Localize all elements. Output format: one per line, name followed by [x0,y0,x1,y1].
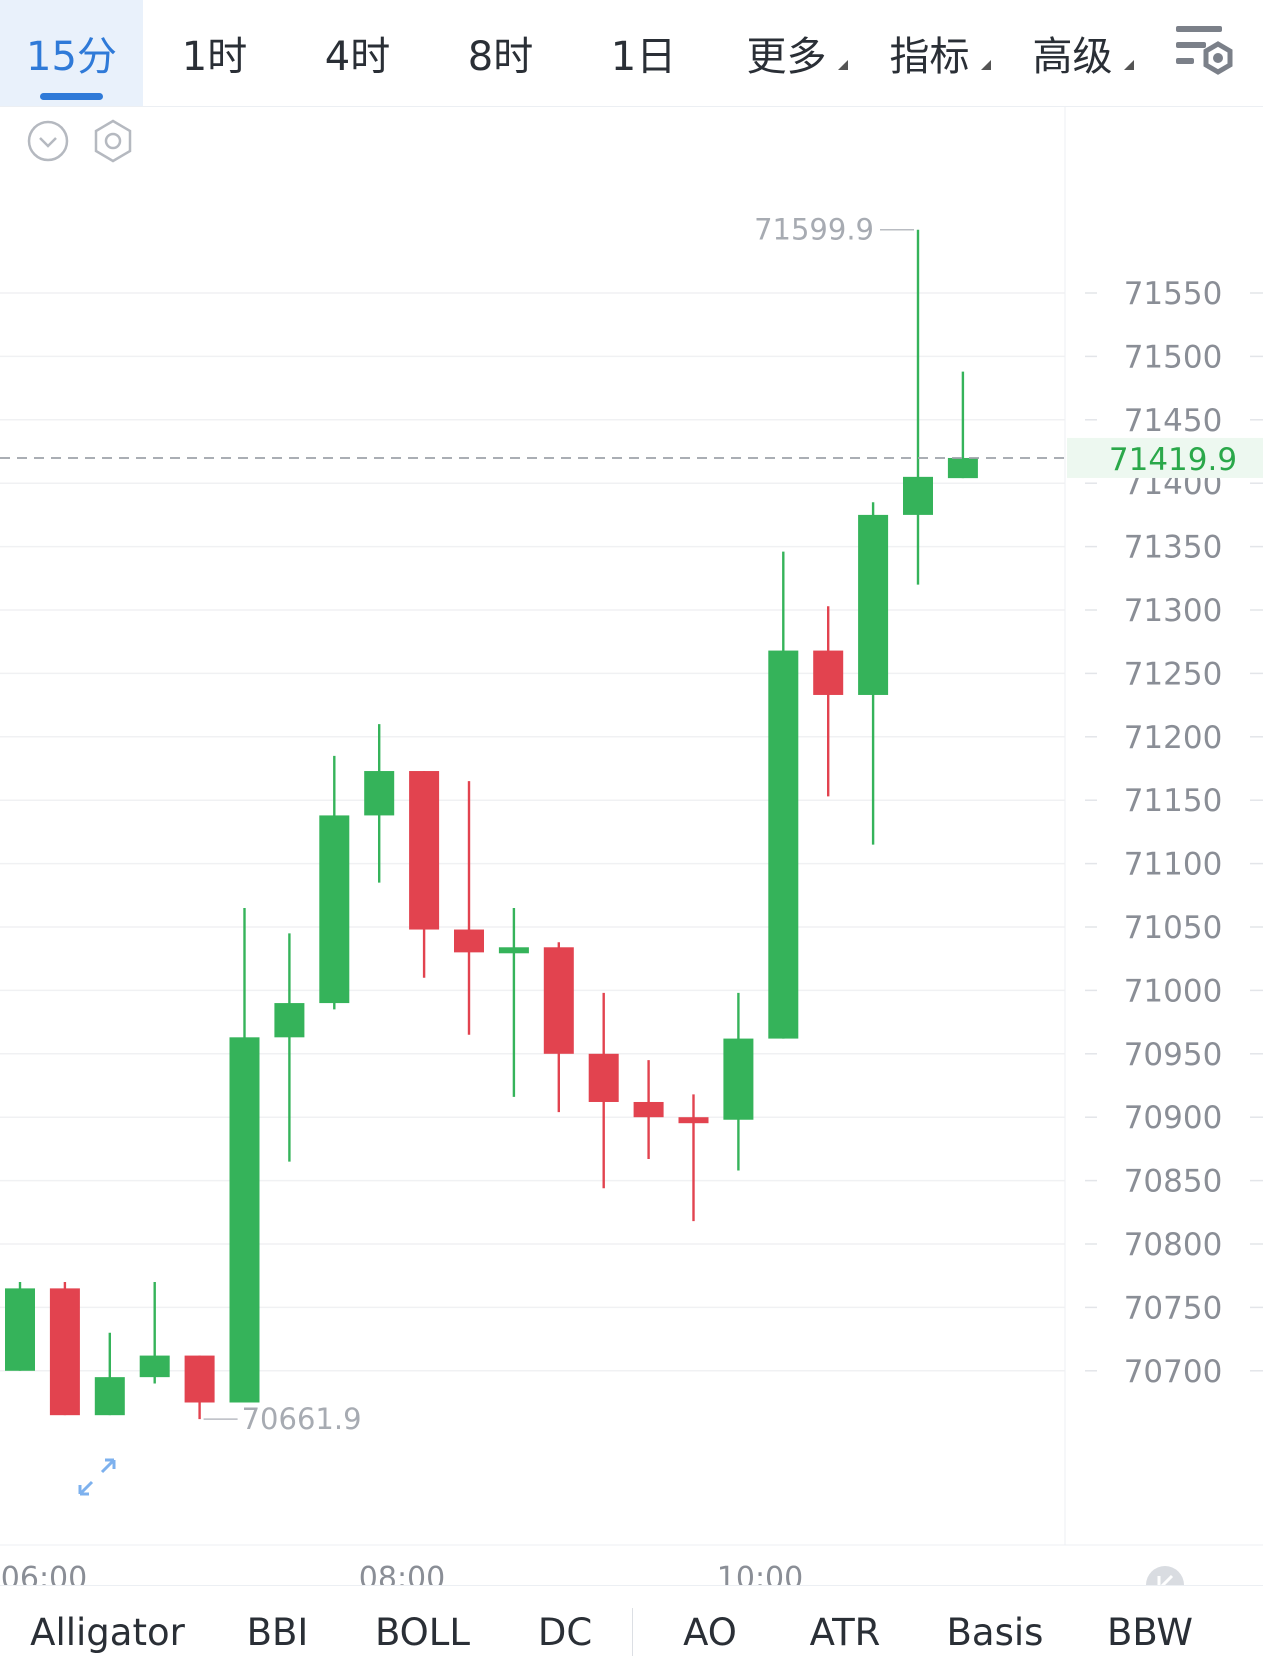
candlestick-chart[interactable]: 7155071500714507140071350713007125071200… [0,106,1263,1585]
y-tick-label: 71500 [1124,339,1223,375]
tab-15min[interactable]: 15分 [0,0,143,106]
y-tick-label: 70750 [1124,1290,1223,1326]
active-tab-indicator [40,93,103,100]
candle-body[interactable] [813,650,844,695]
indicator-basis[interactable]: Basis [925,1586,1065,1678]
tab-more[interactable]: 更多 [715,0,858,106]
candle-body[interactable] [768,650,799,1039]
indicator-label: Alligator [30,1610,185,1654]
candle-body[interactable] [5,1288,35,1371]
indicator-label: DC [537,1610,593,1654]
candle-body[interactable] [633,1101,664,1118]
indicator-bbi[interactable]: BBI [220,1586,335,1678]
candle-body[interactable] [49,1288,80,1416]
scroll-to-latest-icon [1157,1574,1174,1585]
y-tick-label: 71150 [1124,783,1223,819]
candle-body[interactable] [498,947,529,954]
scroll-to-latest-button[interactable] [1146,1566,1184,1585]
indicator-alligator[interactable]: Alligator [20,1586,195,1678]
candle-body[interactable] [678,1117,709,1124]
indicator-label: BOLL [374,1610,471,1654]
indicator-divider [632,1608,633,1656]
indicator-label: BBW [1106,1610,1194,1654]
y-tick-label: 71350 [1124,530,1223,566]
tab-advanced[interactable]: 高级 [1001,0,1144,106]
tab-label: 高级 [1032,34,1113,80]
y-tick-label: 71450 [1124,403,1223,439]
candle-body[interactable] [454,929,484,953]
x-tick-label: 10:00 [717,1561,803,1585]
tab-label: 4时 [324,34,391,80]
tab-label: 1时 [181,34,248,80]
candle-body[interactable] [858,514,889,695]
indicator-label: ATR [809,1610,881,1654]
low-price-label: 70661.9 [242,1402,362,1436]
candle-body[interactable] [364,771,395,816]
tab-label: 指标 [889,34,970,80]
last-price-label: 71419.9 [1109,442,1237,478]
x-tick-label: 08:00 [359,1561,445,1585]
y-tick-label: 71550 [1124,276,1223,312]
tab-1d[interactable]: 1日 [572,0,715,106]
y-tick-label: 71300 [1124,593,1223,629]
tab-label: 15分 [26,34,117,80]
x-tick-label: 06:00 [1,1561,87,1585]
candle-body[interactable] [139,1355,170,1378]
tab-1h[interactable]: 1时 [143,0,286,106]
indicator-ao[interactable]: AO [650,1586,770,1678]
timeframe-tab-bar: 15分 1时 4时 8时 1日 更多 指标 高级 [0,0,1263,107]
indicator-atr[interactable]: ATR [785,1586,905,1678]
candle-body[interactable] [588,1053,619,1102]
indicator-boll[interactable]: BOLL [360,1586,485,1678]
y-tick-label: 70850 [1124,1164,1223,1200]
indicator-label: AO [683,1610,737,1654]
indicator-label: Basis [946,1610,1044,1654]
tab-indicators[interactable]: 指标 [858,0,1001,106]
dropdown-triangle-icon [981,60,991,70]
y-tick-label: 70950 [1124,1037,1223,1073]
y-tick-label: 71250 [1124,656,1223,692]
y-tick-label: 71050 [1124,910,1223,946]
last-price-badge [1067,437,1263,478]
dropdown-triangle-icon [1124,60,1134,70]
candle-body[interactable] [94,1377,125,1416]
y-tick-label: 70700 [1124,1354,1223,1390]
indicator-label: BBI [246,1610,309,1654]
tab-4h[interactable]: 4时 [286,0,429,106]
high-price-label: 71599.9 [754,213,874,247]
y-tick-label: 71200 [1124,720,1223,756]
chevron-down-circle-icon[interactable] [25,118,71,164]
candle-body[interactable] [274,1003,305,1038]
candle-body[interactable] [229,1037,260,1403]
candle-body[interactable] [903,476,933,515]
indicator-tab-bar: Alligator BBI BOLL DC AO ATR Basis BBW [0,1585,1263,1678]
y-tick-label: 71100 [1124,847,1223,883]
tab-label: 更多 [746,34,827,80]
y-tick-label: 70800 [1124,1227,1223,1263]
tab-label: 1日 [610,34,677,80]
candle-body[interactable] [409,771,440,930]
indicator-dc[interactable]: DC [510,1586,620,1678]
candle-body[interactable] [947,457,978,479]
tab-8h[interactable]: 8时 [429,0,572,106]
candle-body[interactable] [184,1355,215,1403]
candle-body[interactable] [723,1038,754,1120]
candle-body[interactable] [543,947,574,1054]
dropdown-triangle-icon [838,60,848,70]
expand-chart-icon[interactable] [78,1458,116,1496]
indicator-bbw[interactable]: BBW [1085,1586,1215,1678]
tab-label: 8时 [467,34,534,80]
candle-body[interactable] [319,815,350,1004]
y-tick-label: 70900 [1124,1100,1223,1136]
hexagon-settings-icon[interactable] [90,118,136,164]
chart-settings-icon[interactable] [1172,18,1238,84]
y-tick-label: 71000 [1124,973,1223,1009]
